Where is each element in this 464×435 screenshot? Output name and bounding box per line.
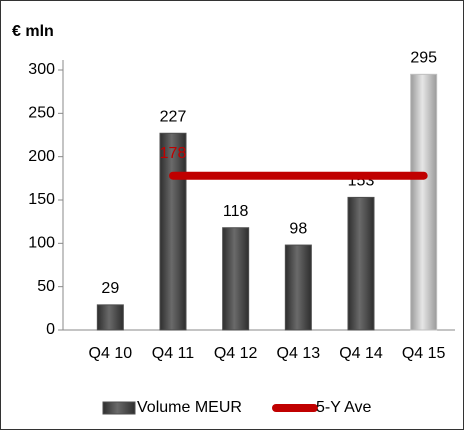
data-label: 29 (101, 280, 119, 297)
bar (222, 227, 250, 331)
y-tick-label: 250 (28, 105, 55, 122)
y-tick-label: 0 (46, 321, 55, 338)
bar (347, 196, 375, 331)
bar (410, 73, 438, 331)
legend-label: Volume MEUR (137, 399, 242, 416)
x-tick-label: Q4 15 (402, 345, 446, 362)
y-axis-label: € mln (12, 23, 54, 40)
x-tick-label: Q4 12 (214, 345, 258, 362)
bar (284, 244, 312, 331)
y-tick-label: 50 (37, 278, 55, 295)
legend-swatch (102, 401, 136, 415)
data-label: 227 (160, 108, 187, 125)
y-tick-label: 100 (28, 235, 55, 252)
y-tick-label: 200 (28, 148, 55, 165)
y-tick-label: 150 (28, 191, 55, 208)
bar (159, 132, 187, 331)
bar (96, 304, 124, 331)
data-label: 178 (160, 145, 187, 162)
x-tick-label: Q4 11 (152, 345, 195, 362)
y-tick-label: 300 (28, 61, 55, 78)
x-tick-label: Q4 14 (339, 345, 383, 362)
x-tick-label: Q4 13 (277, 345, 321, 362)
x-tick-label: Q4 10 (89, 345, 133, 362)
data-label: 118 (223, 203, 249, 220)
legend-label: 5-Y Ave (316, 399, 372, 416)
data-label: 295 (410, 50, 437, 67)
data-label: 98 (289, 220, 307, 237)
